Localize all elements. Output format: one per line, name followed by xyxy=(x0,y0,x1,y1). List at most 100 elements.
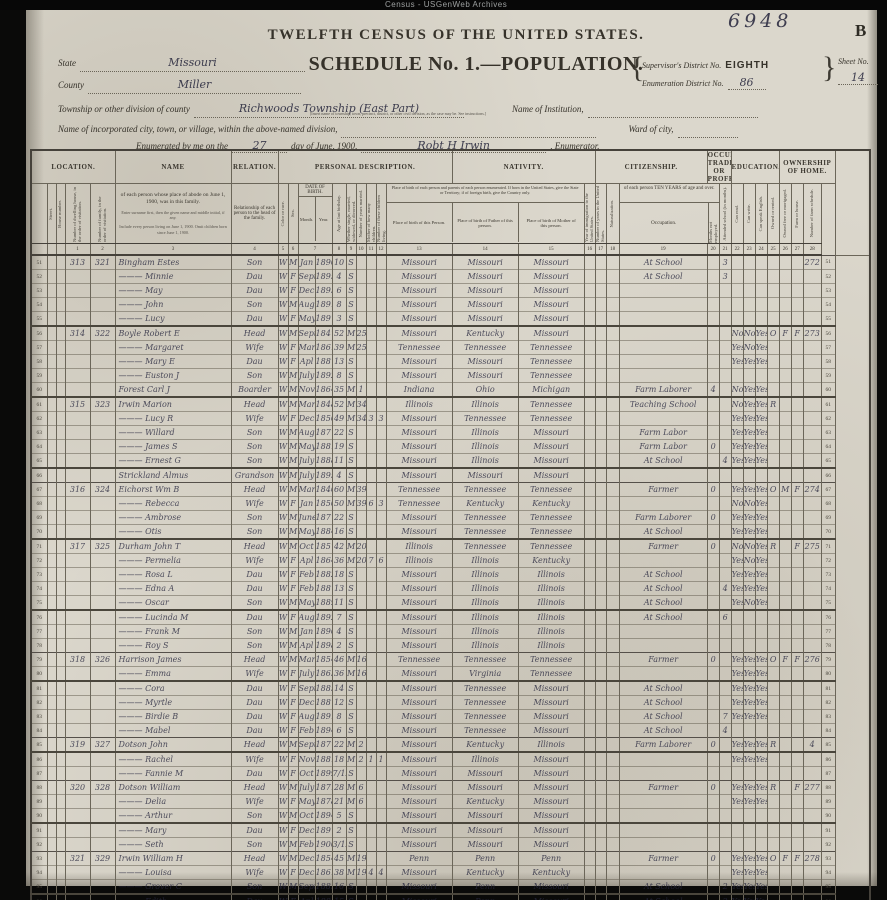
cell-sex: M xyxy=(287,453,299,469)
cell-color: W xyxy=(277,822,289,838)
cell-children-living xyxy=(375,851,387,866)
cell-line-number-right: 65 xyxy=(820,453,836,469)
cell-line-number: 84 xyxy=(30,723,48,738)
cell-mother-birthplace: Missouri xyxy=(517,723,585,738)
cell-school-months: 4 xyxy=(718,723,732,738)
cell-years-in-us xyxy=(594,482,607,497)
cell-speaks-english xyxy=(754,638,768,653)
cell-name: Eichorst Wm B xyxy=(114,482,232,497)
cell-line-number: 70 xyxy=(30,524,48,540)
cell-school-months xyxy=(718,510,732,525)
cell-years-married: 2 xyxy=(355,737,367,753)
cell-children-born xyxy=(365,425,377,440)
cell-farm-schedule-number xyxy=(802,453,822,469)
cell-school-months xyxy=(718,482,732,497)
birthplace-person-label: Place of birth of this Person. xyxy=(392,220,446,225)
cell-father-birthplace: Kentucky xyxy=(451,794,519,809)
cell-immigration-year xyxy=(583,837,596,852)
cell-children-born xyxy=(365,325,377,341)
cell-farm-schedule-number xyxy=(802,411,822,426)
cell-farm-schedule-number xyxy=(802,297,822,312)
cell-family-number xyxy=(89,283,116,298)
cell-mother-birthplace: Kentucky xyxy=(517,553,585,568)
cell-years-in-us xyxy=(594,283,607,298)
cell-occupation: Teaching School xyxy=(618,396,708,412)
cell-farm-house xyxy=(790,808,804,824)
cell-farm-house: F xyxy=(790,652,804,667)
cell-farm-house: F xyxy=(790,538,804,554)
cell-street xyxy=(46,325,57,341)
cell-name: ——— Arthur xyxy=(114,808,232,824)
cell-farm-schedule-number xyxy=(802,311,822,327)
cell-free-mortgaged: M xyxy=(778,482,792,497)
cell-years-married: 16 xyxy=(355,652,367,667)
cell-speaks-english: Yes xyxy=(754,482,768,497)
cell-street xyxy=(46,751,57,767)
cell-line-number: 67 xyxy=(30,482,48,497)
cell-street xyxy=(46,666,57,682)
cell-immigration-year xyxy=(583,780,596,795)
cell-dob-month: Mar xyxy=(297,482,316,497)
cell-house-number xyxy=(55,794,66,809)
cell-color: W xyxy=(277,311,289,327)
cell-father-birthplace: Tennessee xyxy=(451,340,519,355)
cell-farm-house xyxy=(790,595,804,611)
cell-school-months xyxy=(718,851,732,866)
cell-months-not-employed xyxy=(706,751,720,767)
cell-years-married xyxy=(355,624,367,639)
cell-mother-birthplace: Missouri xyxy=(517,254,585,270)
cell-house-number xyxy=(55,496,66,511)
cell-line-number-right: 61 xyxy=(820,396,836,412)
cell-marital-status: S xyxy=(345,695,357,710)
col-num-11: 11 xyxy=(365,243,377,256)
table-row: 87——— Fannie MDauWFOct18997/12SMissouriM… xyxy=(30,766,870,781)
cell-months-not-employed: 0 xyxy=(706,482,720,497)
cell-sex: F xyxy=(287,311,299,327)
cell-farm-schedule-number xyxy=(802,879,822,895)
cell-immigration-year xyxy=(583,325,596,341)
cell-marital-status: M xyxy=(345,666,357,682)
page-code-handwritten: 6948 xyxy=(728,10,793,32)
cell-children-born: 7 xyxy=(365,553,377,568)
cell-years-in-us xyxy=(594,382,607,398)
cell-children-living xyxy=(375,354,387,369)
cell-color: W xyxy=(277,780,289,795)
cell-children-living xyxy=(375,595,387,611)
cell-naturalization xyxy=(605,382,620,398)
cell-years-in-us xyxy=(594,368,607,383)
cell-dob-year: 1885 xyxy=(314,893,333,900)
cell-marital-status: S xyxy=(345,311,357,327)
cell-speaks-english: Yes xyxy=(754,411,768,426)
cell-years-married xyxy=(355,467,367,483)
city-line xyxy=(341,119,597,138)
cell-years-in-us xyxy=(594,325,607,341)
cell-children-living xyxy=(375,269,387,284)
cell-dob-year: 1850 xyxy=(314,411,333,426)
cell-owned-rented xyxy=(766,311,780,327)
cell-relation: Wife xyxy=(230,411,279,426)
cell-years-in-us xyxy=(594,567,607,582)
cell-immigration-year xyxy=(583,425,596,440)
cell-house-number xyxy=(55,865,66,880)
cell-family-number xyxy=(89,822,116,838)
cell-immigration-year xyxy=(583,482,596,497)
cell-occupation: At School xyxy=(618,567,708,582)
cell-years-married xyxy=(355,269,367,284)
relation-description: Relationship of each person to the head … xyxy=(233,206,276,221)
cell-can-read: No xyxy=(730,325,744,341)
cell-marital-status: S xyxy=(345,354,357,369)
cell-father-birthplace: Kentucky xyxy=(451,496,519,511)
cell-father-birthplace: Kentucky xyxy=(451,865,519,880)
cell-house-number xyxy=(55,837,66,852)
cell-school-months xyxy=(718,808,732,824)
cell-marital-status: M xyxy=(345,496,357,511)
cell-children-living xyxy=(375,340,387,355)
cell-naturalization xyxy=(605,411,620,426)
cell-line-number: 96 xyxy=(30,893,48,900)
cell-school-months: 3 xyxy=(718,254,732,270)
cell-speaks-english: Yes xyxy=(754,382,768,398)
cell-dwelling-number xyxy=(64,382,91,398)
cell-mother-birthplace: Missouri xyxy=(517,453,585,469)
